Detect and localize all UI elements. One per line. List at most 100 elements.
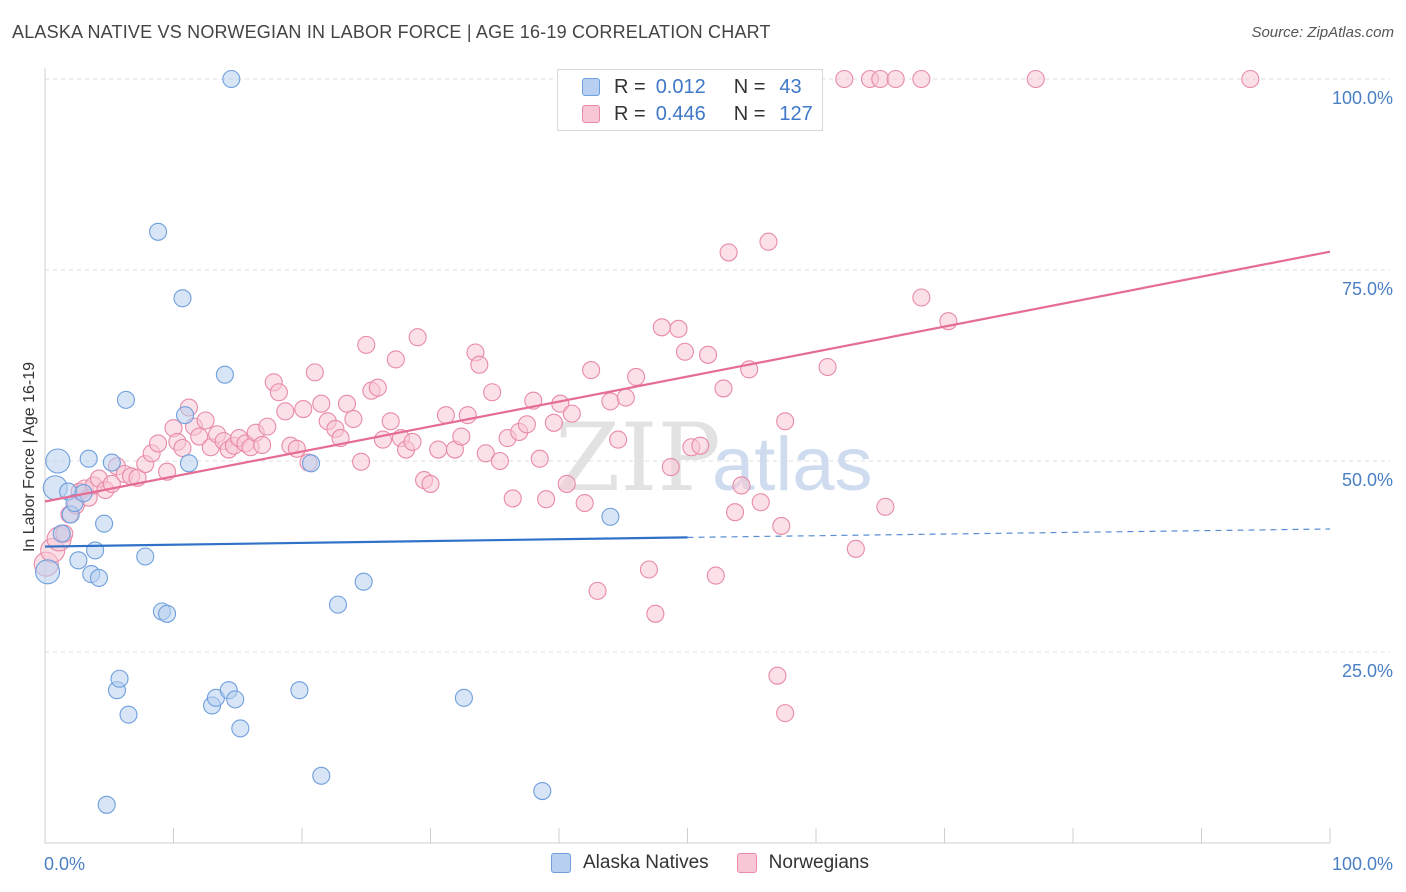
legend-row-norwegians: R = 0.446 N = 127 <box>582 102 813 126</box>
norwegians-point <box>269 383 288 402</box>
norwegians-point <box>725 503 745 522</box>
alaska-natives-point <box>149 222 168 241</box>
norwegians-point <box>386 350 405 369</box>
norwegians-point <box>557 474 576 493</box>
norwegians-point <box>776 412 795 431</box>
alaska-natives-point <box>226 690 245 709</box>
alaska-natives-point <box>215 365 234 384</box>
norwegians-point <box>429 440 448 459</box>
norwegians-point <box>312 394 331 413</box>
watermark: ZIP atlas <box>555 404 873 513</box>
norwegians-point <box>751 493 770 512</box>
norwegians-point <box>196 411 215 430</box>
alaska-natives-point <box>222 69 241 89</box>
legend-r-value: 0.446 <box>655 102 706 125</box>
norwegians-point <box>408 328 427 347</box>
norwegians-point <box>452 427 471 446</box>
norwegians-point <box>1241 69 1260 89</box>
norwegians-point <box>476 444 495 463</box>
norwegians-point <box>699 345 718 364</box>
alaska-natives-point <box>110 669 129 688</box>
y-tick-label: 100.0% <box>1332 88 1393 108</box>
alaska-natives-point <box>116 390 136 409</box>
norwegians-point <box>190 427 209 446</box>
norwegians-point <box>253 435 272 455</box>
norwegians-point <box>337 394 357 413</box>
norwegians-points <box>33 69 1260 723</box>
alaska-natives-point <box>69 551 88 570</box>
alaska-natives-point <box>301 454 321 473</box>
legend-n-label: N = <box>733 102 766 125</box>
alaska-natives-point <box>328 595 348 614</box>
norwegians-point <box>768 666 787 685</box>
norwegians-point <box>714 379 733 398</box>
norwegians-point <box>886 69 905 89</box>
alaska-natives-point <box>95 514 114 533</box>
alaska-natives-point <box>97 795 116 814</box>
norwegians-point <box>483 383 502 402</box>
y-tick-label: 75.0% <box>1342 279 1393 299</box>
legend-n-label: N = <box>733 75 766 98</box>
norwegians-point <box>470 355 489 374</box>
norwegians-point <box>1026 69 1045 89</box>
legend-swatch-blue <box>551 853 571 873</box>
legend-r-label: R = <box>614 102 646 125</box>
norwegians-point <box>530 449 549 468</box>
norwegians-point <box>818 357 837 377</box>
norwegians-point <box>490 451 509 471</box>
legend-n-value: 43 <box>779 75 802 98</box>
alaska-natives-point <box>173 289 192 308</box>
norwegians-point <box>575 493 594 513</box>
norwegians-point <box>691 436 710 455</box>
legend-row-alaska-natives: R = 0.012 N = 43 <box>582 75 802 99</box>
legend-item-norwegians[interactable]: Norwegians <box>736 852 869 874</box>
norwegians-point <box>846 539 865 558</box>
legend-label-alaska-natives: Alaska Natives <box>583 852 709 873</box>
norwegians-point <box>403 432 422 451</box>
norwegians-point <box>616 388 635 407</box>
alaska-natives-trend-extension <box>687 528 1331 538</box>
alaska-natives-point <box>119 705 138 724</box>
alaska-natives-point <box>45 448 71 474</box>
x-tick-label-max: 100.0% <box>1332 854 1393 874</box>
norwegians-point <box>582 361 601 380</box>
norwegians-point <box>776 704 795 723</box>
norwegians-point <box>706 566 725 585</box>
norwegians-point <box>294 399 313 419</box>
y-tick-label: 25.0% <box>1342 661 1393 681</box>
x-tick-label-min: 0.0% <box>44 854 85 874</box>
alaska-natives-point <box>52 524 71 543</box>
legend-swatch-pink <box>582 105 600 123</box>
norwegians-point <box>352 452 371 471</box>
alaska-natives-point <box>102 453 121 472</box>
norwegians-point <box>305 363 324 382</box>
norwegians-point <box>544 413 563 432</box>
legend-item-alaska-natives[interactable]: Alaska Natives <box>551 852 709 874</box>
alaska-natives-point <box>89 568 109 587</box>
norwegians-point <box>835 69 854 89</box>
norwegians-point <box>675 342 694 361</box>
norwegians-point <box>149 434 168 453</box>
y-axis-label: In Labor Force | Age 16-19 <box>21 362 38 552</box>
norwegians-point <box>652 318 671 337</box>
grid-lines <box>45 78 1390 653</box>
axes <box>44 68 1331 844</box>
chart-title: ALASKA NATIVE VS NORWEGIAN IN LABOR FORC… <box>12 22 771 42</box>
stats-legend: R = 0.012 N = 43 R = 0.446 N = 127 <box>557 69 823 131</box>
alaska-natives-point <box>231 719 250 738</box>
series-legend: Alaska Natives Norwegians <box>551 852 897 874</box>
alaska-natives-point <box>601 507 620 526</box>
norwegians-point <box>732 476 751 495</box>
watermark-atlas: atlas <box>712 422 873 507</box>
alaska-natives-point <box>176 406 195 425</box>
norwegians-point <box>537 490 556 509</box>
norwegians-point <box>357 335 376 354</box>
norwegians-point <box>627 367 646 387</box>
norwegians-point <box>871 69 890 89</box>
norwegians-point <box>562 404 581 423</box>
alaska-natives-point <box>86 541 105 560</box>
norwegians-point <box>912 69 931 89</box>
norwegians-point <box>503 489 522 508</box>
alaska-natives-point <box>79 449 98 468</box>
legend-swatch-blue <box>582 78 600 96</box>
